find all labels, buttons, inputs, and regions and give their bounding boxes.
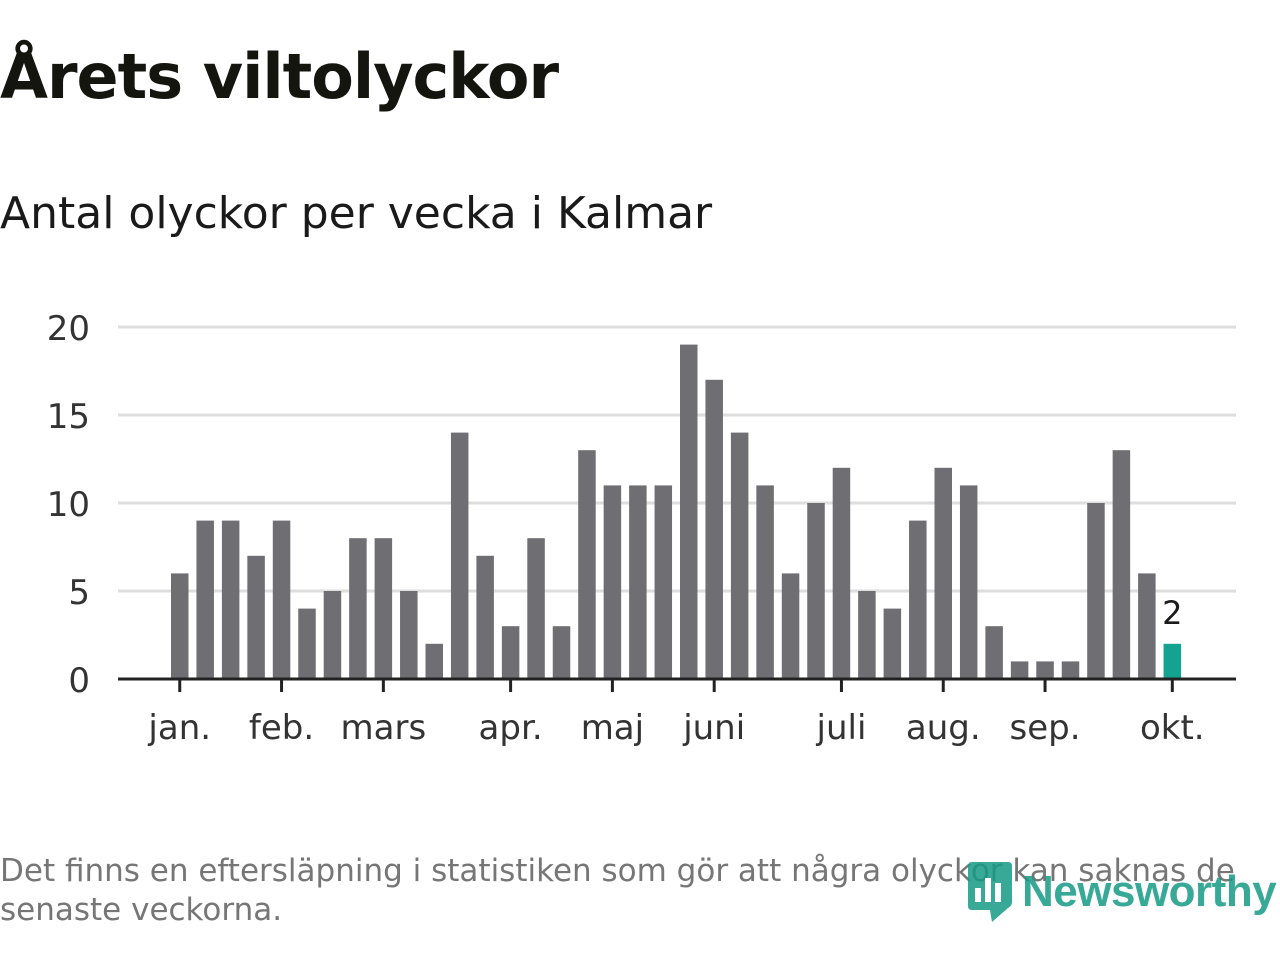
bar [959,485,978,679]
bar [374,538,393,679]
x-tick-label: apr. [479,708,543,748]
bar [501,626,520,679]
bar [680,344,698,679]
bar [221,520,240,679]
bar [323,591,342,679]
bar [552,626,571,679]
bar [272,520,291,679]
x-tick-label: jan. [147,708,211,748]
bar [1112,450,1131,679]
chart-subtitle: Antal olyckor per vecka i Kalmar [0,188,713,239]
bar [425,643,443,679]
bar [1010,661,1029,679]
x-tick-label: mars [341,708,427,748]
bar [1061,661,1080,679]
bar [756,485,774,679]
bar [247,555,265,679]
bar [909,520,927,679]
y-tick-label: 0 [68,661,90,701]
bar [578,450,596,679]
bar [730,432,749,679]
bar [527,538,545,679]
bar [705,379,723,679]
footnote: Det finns en eftersläpning i statistiken… [0,853,1235,928]
bar [858,591,876,679]
bar [654,485,673,679]
x-tick-label: juni [682,708,745,748]
bar [934,467,952,679]
logo-text: Newsworthy [1022,867,1277,916]
x-tick-label: maj [581,708,644,748]
bar [196,520,214,679]
x-tick-label: sep. [1010,708,1081,748]
bar [171,573,189,679]
y-tick-label: 5 [68,573,90,613]
x-tick-label: feb. [249,708,314,748]
bar [883,608,902,679]
bar [1036,661,1054,679]
bar-chart-pin-icon [968,862,1012,922]
y-tick-label: 20 [47,309,90,349]
bar [298,608,316,679]
x-tick-label: juli [816,708,867,748]
bar [400,591,418,679]
chart-title: Årets viltolyckor [0,40,559,113]
bar [450,432,469,679]
bar [603,485,622,679]
y-tick-label: 10 [47,485,90,525]
data-label: 2 [1162,594,1182,632]
bar [1138,573,1156,679]
bar [629,485,647,679]
bar [349,538,367,679]
bar [1087,503,1105,679]
bar [807,503,825,679]
bar [476,555,494,679]
x-tick-label: aug. [906,708,981,748]
bar [832,467,851,679]
bar [985,626,1003,679]
y-tick-label: 15 [47,397,90,437]
bar [1163,643,1182,679]
x-tick-label: okt. [1140,708,1205,748]
bar-chart: 0 5 10 15 20 2 jan. feb. mars apr. maj juni juli aug.… [47,309,1236,748]
newsworthy-logo: Newsworthy [964,860,1277,924]
bar [781,573,800,679]
